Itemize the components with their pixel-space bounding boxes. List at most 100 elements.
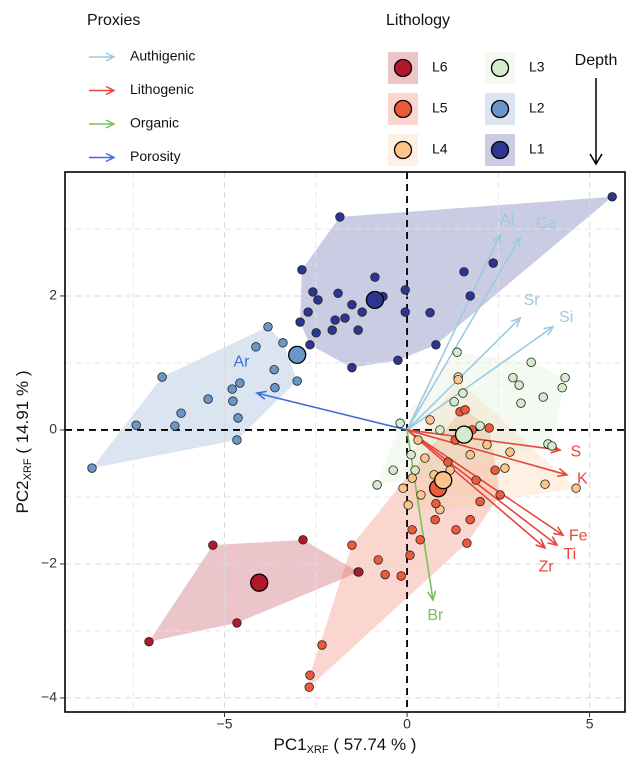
centroid (250, 573, 269, 592)
y-axis-title-sub: XRF (22, 458, 34, 480)
sample-point (396, 571, 406, 581)
sample-point (228, 396, 238, 406)
x-axis-title: PC1XRF ( 57.74 % ) (274, 735, 417, 755)
sample-point (330, 315, 340, 325)
sample-point (475, 421, 485, 431)
y-axis-title-suffix: ( 14.91 % ) (13, 371, 32, 459)
sample-point (430, 515, 440, 525)
loading-arrow (406, 429, 559, 547)
sample-point (87, 463, 97, 473)
sample-point (395, 418, 405, 428)
legend-symbol (490, 140, 510, 160)
sample-point (340, 313, 350, 323)
sample-point (458, 388, 468, 398)
sample-point (347, 362, 357, 373)
sample-point (263, 322, 273, 332)
sample-point (370, 272, 380, 282)
sample-point (471, 475, 481, 485)
legend-label: L2 (529, 100, 545, 116)
sample-point (465, 515, 475, 525)
sample-point (311, 328, 321, 338)
sample-point (157, 372, 167, 382)
y-axis-title: PC2XRF ( 14.91 % ) (13, 371, 33, 514)
sample-point (393, 355, 403, 365)
loading-label: Al (500, 212, 514, 229)
sample-point (208, 540, 218, 550)
sample-point (227, 384, 237, 394)
legend-arrow (89, 85, 116, 96)
sample-point (347, 299, 357, 310)
y-tick-label: −4 (41, 689, 57, 705)
sample-point (327, 325, 337, 335)
loading-label: Si (559, 309, 573, 326)
loading-arrow (406, 233, 501, 431)
sample-point (313, 295, 323, 305)
grid-layer (65, 172, 625, 712)
sample-point (317, 640, 327, 650)
sample-point (459, 267, 469, 277)
sample-point (357, 307, 367, 317)
sample-point (490, 465, 500, 475)
sample-point (431, 340, 441, 350)
sample-point (505, 447, 515, 457)
sample-point (347, 540, 357, 550)
sample-point (407, 525, 417, 535)
loading-label: Fe (569, 527, 588, 544)
sample-point (452, 347, 462, 357)
legend-label: Authigenic (130, 48, 195, 64)
x-tick-label: 5 (586, 716, 594, 732)
sample-point (482, 439, 492, 450)
sample-point (203, 394, 213, 404)
legend-label: L3 (529, 59, 545, 75)
loading-arrow (406, 316, 522, 431)
y-axis-title-main: PC2 (13, 480, 32, 513)
legend-symbol (490, 58, 510, 78)
sample-point (451, 525, 461, 535)
sample-point (305, 340, 315, 350)
sample-point (333, 288, 343, 298)
centroid (434, 471, 453, 490)
loading-label: Sr (524, 292, 541, 309)
sample-point (372, 480, 382, 490)
hull (309, 409, 501, 688)
legend-symbol (393, 140, 413, 160)
centroid (454, 425, 474, 444)
sample-point (435, 425, 445, 435)
sample-point (547, 441, 557, 451)
legend-symbol (393, 58, 413, 78)
sample-point (500, 463, 510, 473)
sample-point (488, 258, 498, 268)
hull (148, 539, 359, 642)
x-axis-title-main: PC1 (274, 735, 307, 754)
hull (300, 196, 613, 368)
sample-point (560, 372, 570, 383)
sample-point (410, 465, 420, 475)
sample-point (538, 392, 548, 402)
loading-arrow (406, 325, 555, 431)
sample-point (305, 670, 315, 680)
sample-point (251, 342, 261, 352)
sample-point (269, 364, 279, 375)
sample-point (465, 291, 475, 301)
sample-point (465, 450, 475, 460)
sample-point (304, 682, 314, 692)
legend-label: Porosity (130, 148, 181, 164)
sample-point (388, 465, 398, 475)
legend-arrow (89, 52, 116, 62)
sample-point (292, 376, 302, 386)
sample-point (400, 285, 410, 295)
sample-point (425, 307, 435, 318)
y-tick-label: 0 (49, 421, 57, 437)
loading-label: S (571, 443, 582, 460)
y-tick-label: 2 (49, 287, 57, 303)
sample-point (176, 408, 186, 418)
sample-point (420, 453, 430, 463)
x-axis-title-sub: XRF (307, 744, 329, 756)
legend-label: L5 (432, 100, 448, 116)
sample-point (557, 383, 567, 393)
sample-point (170, 421, 180, 431)
hull-layer (92, 196, 613, 688)
centroid (365, 290, 385, 310)
centroid (288, 345, 307, 365)
loading-arrow (406, 235, 522, 431)
